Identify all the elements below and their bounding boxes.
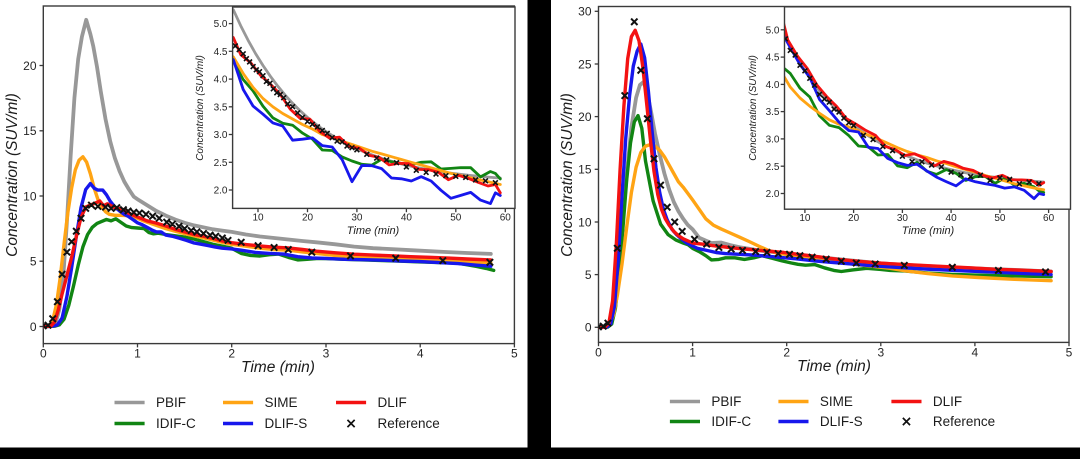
svg-text:60: 60 <box>500 213 512 224</box>
svg-text:4: 4 <box>417 347 424 361</box>
svg-text:10: 10 <box>252 213 264 224</box>
svg-text:Concentration (SUV/ml): Concentration (SUV/ml) <box>4 93 21 257</box>
svg-text:3: 3 <box>877 346 884 360</box>
svg-text:40: 40 <box>401 213 413 224</box>
svg-text:20: 20 <box>302 213 314 224</box>
svg-text:Concentration (SUV/ml): Concentration (SUV/ml) <box>559 93 576 257</box>
svg-text:5.0: 5.0 <box>214 19 228 30</box>
svg-text:DLIF-S: DLIF-S <box>265 416 308 431</box>
svg-text:2.5: 2.5 <box>766 162 780 173</box>
svg-text:5: 5 <box>585 268 592 282</box>
svg-text:4.5: 4.5 <box>214 47 228 58</box>
svg-text:Concentration (SUV/ml): Concentration (SUV/ml) <box>195 55 206 161</box>
svg-text:25: 25 <box>578 57 592 71</box>
svg-text:20: 20 <box>23 59 37 73</box>
svg-text:IDIF-C: IDIF-C <box>156 416 196 431</box>
svg-text:1: 1 <box>134 347 141 361</box>
svg-text:Reference: Reference <box>933 414 995 429</box>
svg-text:30: 30 <box>578 5 592 19</box>
svg-text:Concentration (SUV/ml): Concentration (SUV/ml) <box>748 55 759 161</box>
svg-text:0: 0 <box>595 346 602 360</box>
svg-text:PBIF: PBIF <box>711 394 741 409</box>
svg-text:Reference: Reference <box>378 416 440 431</box>
svg-text:2.0: 2.0 <box>766 189 780 200</box>
svg-text:30: 30 <box>351 213 363 224</box>
svg-text:10: 10 <box>578 215 592 229</box>
svg-text:0: 0 <box>585 321 592 335</box>
svg-text:Time (min): Time (min) <box>797 358 871 375</box>
svg-text:IDIF-C: IDIF-C <box>711 414 751 429</box>
svg-text:30: 30 <box>897 213 909 224</box>
svg-text:4.5: 4.5 <box>766 53 780 64</box>
svg-text:3.0: 3.0 <box>766 135 780 146</box>
svg-text:2.0: 2.0 <box>214 186 228 197</box>
svg-text:Time (min): Time (min) <box>902 225 955 237</box>
svg-text:4.0: 4.0 <box>214 75 228 86</box>
svg-text:50: 50 <box>450 213 462 224</box>
svg-text:15: 15 <box>578 163 592 177</box>
svg-text:DLIF: DLIF <box>378 395 407 410</box>
svg-text:0: 0 <box>30 320 37 334</box>
svg-text:4.0: 4.0 <box>766 80 780 91</box>
svg-text:SIME: SIME <box>265 395 298 410</box>
svg-text:SIME: SIME <box>820 394 853 409</box>
svg-text:50: 50 <box>994 213 1006 224</box>
svg-text:5.0: 5.0 <box>766 25 780 36</box>
svg-text:Time (min): Time (min) <box>241 359 315 376</box>
svg-text:2.5: 2.5 <box>214 158 228 169</box>
svg-text:3: 3 <box>323 347 330 361</box>
svg-text:DLIF: DLIF <box>933 394 962 409</box>
svg-text:1: 1 <box>689 346 696 360</box>
svg-text:15: 15 <box>23 124 37 138</box>
svg-text:3.5: 3.5 <box>766 107 780 118</box>
svg-text:3.5: 3.5 <box>214 102 228 113</box>
svg-text:5: 5 <box>30 255 37 269</box>
svg-text:2: 2 <box>228 347 235 361</box>
svg-text:3.0: 3.0 <box>214 130 228 141</box>
svg-text:Time (min): Time (min) <box>347 225 400 237</box>
svg-text:40: 40 <box>946 213 958 224</box>
svg-text:2: 2 <box>783 346 790 360</box>
svg-text:5: 5 <box>1066 346 1073 360</box>
svg-text:20: 20 <box>848 213 860 224</box>
svg-text:20: 20 <box>578 110 592 124</box>
svg-text:0: 0 <box>40 347 47 361</box>
svg-text:60: 60 <box>1043 213 1055 224</box>
svg-text:4: 4 <box>972 346 979 360</box>
svg-text:10: 10 <box>799 213 811 224</box>
svg-text:PBIF: PBIF <box>156 395 186 410</box>
svg-text:5: 5 <box>511 347 518 361</box>
svg-text:DLIF-S: DLIF-S <box>820 414 863 429</box>
svg-text:10: 10 <box>23 189 37 203</box>
